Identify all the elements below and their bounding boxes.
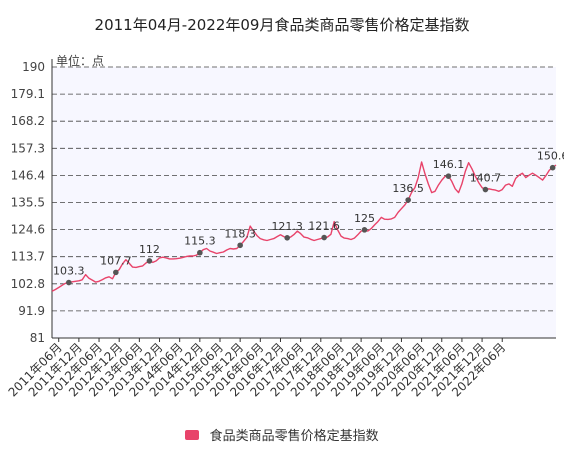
data-point xyxy=(113,269,119,276)
data-label: 118.3 xyxy=(224,227,256,240)
y-tick-label: 190 xyxy=(22,60,45,74)
legend[interactable]: 食品类商品零售价格定基指数 xyxy=(0,425,564,444)
data-point xyxy=(284,235,291,241)
series-line xyxy=(51,161,557,292)
data-label: 146.1 xyxy=(433,158,465,171)
unit-label: 单位：点 xyxy=(56,53,104,68)
y-tick-label: 146.4 xyxy=(11,168,45,182)
data-label: 136.5 xyxy=(392,182,424,195)
data-point xyxy=(482,186,489,193)
y-tick-label: 102.8 xyxy=(11,277,45,291)
data-label: 150.6 xyxy=(537,150,564,163)
data-point xyxy=(237,242,243,249)
chart-title: 2011年04月-2022年09月食品类商品零售价格定基指数 xyxy=(94,16,470,34)
data-label: 112 xyxy=(139,243,160,256)
data-label: 103.3 xyxy=(53,265,85,278)
data-point xyxy=(549,164,556,171)
legend-label: 食品类商品零售价格定基指数 xyxy=(209,429,379,444)
data-point xyxy=(197,249,203,256)
data-point xyxy=(445,173,452,179)
y-tick-label: 113.7 xyxy=(11,250,45,264)
data-label: 121.6 xyxy=(308,220,340,233)
data-point xyxy=(405,197,411,203)
data-point xyxy=(66,279,72,286)
data-point xyxy=(321,234,327,241)
y-tick-label: 157.3 xyxy=(11,141,45,155)
y-tick-label: 179.1 xyxy=(11,87,45,101)
data-label: 125 xyxy=(354,212,375,225)
data-point xyxy=(146,258,153,264)
legend-swatch xyxy=(185,429,200,440)
y-tick-label: 124.6 xyxy=(11,223,45,237)
y-tick-label: 91.9 xyxy=(18,304,45,318)
data-label: 121.3 xyxy=(271,220,303,233)
data-label: 115.3 xyxy=(184,235,216,248)
data-label: 107.7 xyxy=(100,254,132,267)
y-tick-label: 135.5 xyxy=(11,196,45,210)
data-point xyxy=(361,227,368,233)
data-label: 140.7 xyxy=(470,172,502,185)
y-tick-label: 81 xyxy=(30,331,45,345)
y-tick-label: 168.2 xyxy=(11,114,45,128)
